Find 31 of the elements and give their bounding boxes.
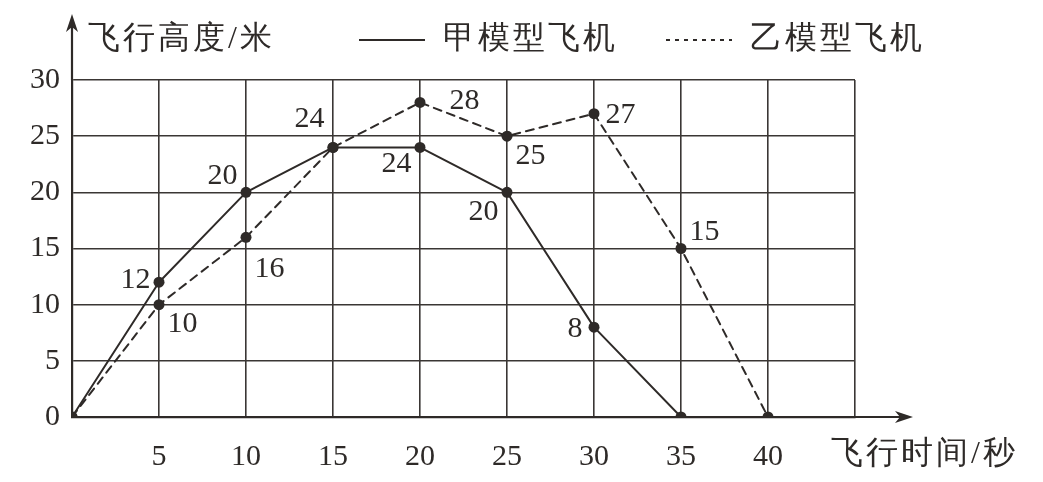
y-tick-label: 15 xyxy=(30,229,60,263)
data-label: 24 xyxy=(381,144,412,178)
legend-label: 甲模型飞机 xyxy=(443,19,618,56)
x-tick-label: 20 xyxy=(405,437,435,471)
y-tick-label: 0 xyxy=(45,397,60,431)
data-label: 20 xyxy=(207,156,238,190)
data-label: 28 xyxy=(449,81,480,115)
y-tick-label: 20 xyxy=(30,173,60,207)
x-tick-label: 15 xyxy=(318,437,348,471)
x-tick-label: 35 xyxy=(666,437,696,471)
data-label: 12 xyxy=(120,260,151,294)
y-tick-label: 5 xyxy=(45,341,60,375)
data-label: 27 xyxy=(605,96,636,130)
x-tick-label: 40 xyxy=(753,437,783,471)
y-axis-title: 飞行高度/米 xyxy=(88,19,275,56)
x-axis-title: 飞行时间/秒 xyxy=(831,434,1018,471)
y-tick-label: 10 xyxy=(30,285,60,319)
x-tick-label: 30 xyxy=(579,437,609,471)
x-tick-label: 25 xyxy=(492,437,522,471)
data-label: 20 xyxy=(468,192,499,226)
data-label: 16 xyxy=(254,249,285,283)
y-tick-label: 30 xyxy=(30,60,60,94)
data-label: 25 xyxy=(515,136,546,170)
data-label: 15 xyxy=(689,213,720,246)
legend-label: 乙模型飞机 xyxy=(750,19,925,56)
data-label: 8 xyxy=(567,309,583,343)
data-label: 10 xyxy=(167,305,198,339)
data-label: 24 xyxy=(294,99,325,133)
y-tick-label: 25 xyxy=(30,117,60,151)
x-tick-label: 5 xyxy=(151,437,167,471)
x-tick-label: 10 xyxy=(231,437,261,471)
